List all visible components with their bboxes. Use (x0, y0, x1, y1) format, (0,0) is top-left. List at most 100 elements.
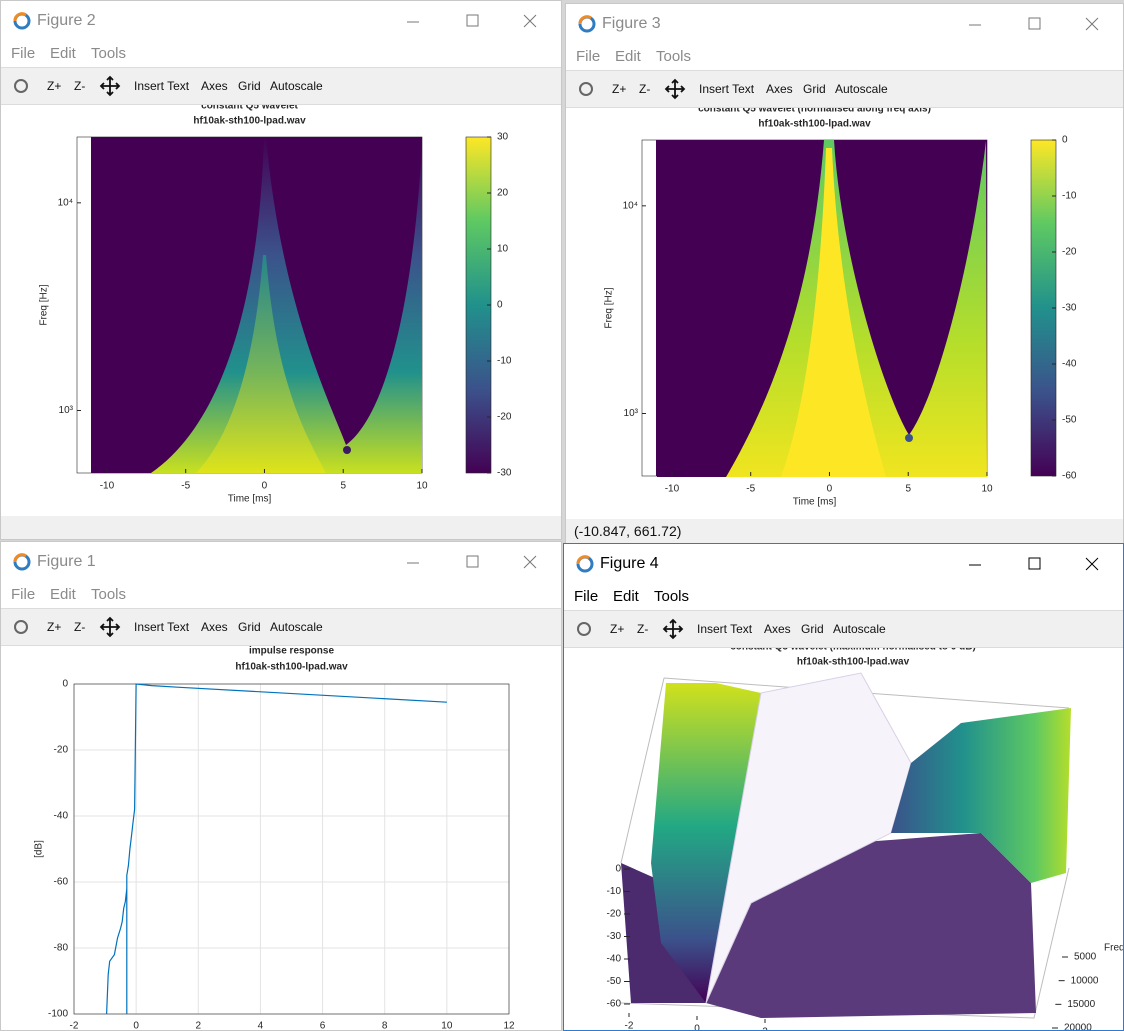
colorbar-tick-label: -50 (1062, 415, 1077, 426)
toolbar-button[interactable]: Insert Text (699, 82, 755, 96)
maximize-button[interactable] (1028, 17, 1041, 30)
pan-button[interactable] (99, 75, 121, 97)
toolbar: Z+ Z- Insert Text Axes Grid Autoscale (1, 608, 561, 646)
axes-box (73, 683, 510, 1015)
x-tick-label: 0 (262, 481, 268, 492)
pan-button[interactable] (99, 616, 121, 638)
menu-item[interactable]: Edit (613, 588, 639, 605)
toolbar-button[interactable]: Grid (238, 620, 261, 634)
menu-item[interactable]: Edit (615, 48, 641, 65)
rotate-button[interactable] (14, 79, 28, 93)
app-icon (576, 555, 594, 573)
y-axis-label: Freq (1104, 943, 1123, 954)
toolbar-button[interactable]: Z+ (47, 79, 62, 93)
plot-title: constant Q5 wavelet (201, 105, 298, 112)
z-tick-label: -60 (607, 999, 622, 1010)
toolbar-button[interactable]: Z- (74, 79, 86, 93)
toolbar-button[interactable]: Z- (74, 620, 86, 634)
close-button[interactable] (523, 14, 537, 28)
plot-subtitle: hf10ak-sth100-lpad.wav (758, 119, 871, 130)
toolbar-button[interactable]: Insert Text (134, 620, 190, 634)
toolbar-button[interactable]: Grid (801, 622, 824, 636)
pan-button[interactable] (662, 618, 684, 640)
figure-canvas[interactable]: impulse response hf10ak-sth100-lpad.wav -2… (1, 646, 561, 1030)
figure-canvas[interactable]: constant Q5 wavelet hf10ak-sth100-lpad.wa… (1, 105, 561, 516)
y-tick-label: 10000 (1071, 975, 1099, 986)
figure-canvas[interactable]: constant Q5 wavelet (normalised along fr… (566, 108, 1123, 519)
menu-item[interactable]: File (574, 588, 599, 605)
app-icon (13, 12, 31, 30)
x-tick-label: 10 (416, 481, 428, 492)
window-controls (407, 14, 537, 28)
window-title: Figure 1 (37, 553, 96, 570)
figure-canvas[interactable]: constant Q5 wavelet (maximum normalised … (564, 648, 1123, 1030)
y-tick-label: 10³ (59, 405, 74, 416)
menu-item[interactable]: File (576, 48, 601, 65)
line-series (106, 683, 447, 1015)
menu-item[interactable]: Edit (50, 586, 76, 603)
plot-title: constant Q5 wavelet (maximum normalised … (730, 648, 976, 653)
colorbar-tick-label: -40 (1062, 359, 1077, 370)
colorbar-tick-label: 0 (1062, 135, 1068, 146)
toolbar-button[interactable]: Insert Text (697, 622, 753, 636)
toolbar-button[interactable]: Z+ (610, 622, 625, 636)
menu-item[interactable]: Tools (656, 48, 692, 65)
close-button[interactable] (523, 555, 537, 569)
title-bar: Figure 4 (564, 544, 1123, 584)
x-tick-label: 12 (503, 1021, 515, 1030)
menu-item[interactable]: File (11, 586, 36, 603)
menu-item[interactable]: Tools (91, 45, 127, 62)
pan-button[interactable] (664, 78, 686, 100)
toolbar-button[interactable]: Insert Text (134, 79, 190, 93)
rotate-button[interactable] (14, 620, 28, 634)
toolbar-button[interactable]: Axes (201, 79, 228, 93)
x-axis-label: Time [ms] (793, 497, 837, 508)
menu-item[interactable]: Edit (50, 45, 76, 62)
x-tick-label: 0 (694, 1024, 700, 1030)
close-button[interactable] (1085, 17, 1099, 31)
toolbar-button[interactable]: Grid (238, 79, 261, 93)
image-notch (905, 434, 913, 442)
close-button[interactable] (1085, 557, 1099, 571)
rotate-button[interactable] (577, 622, 591, 636)
x-tick-label: -5 (181, 481, 190, 492)
menu-bar: File Edit Tools (1, 41, 561, 67)
window-title: Figure 4 (600, 555, 659, 572)
toolbar-button[interactable]: Axes (764, 622, 791, 636)
toolbar-button[interactable]: Grid (803, 82, 826, 96)
menu-item[interactable]: Tools (654, 588, 690, 605)
maximize-button[interactable] (1028, 557, 1041, 570)
status-text: (-10.847, 661.72) (574, 523, 682, 539)
plot-background (1, 646, 561, 1030)
window-controls (969, 17, 1099, 31)
toolbar-button[interactable]: Z- (639, 82, 651, 96)
x-tick-label: -2 (70, 1021, 79, 1030)
toolbar-button[interactable]: Z+ (612, 82, 627, 96)
colorbar-tick-label: -20 (1062, 247, 1077, 258)
toolbar-button[interactable]: Axes (766, 82, 793, 96)
y-tick-label: -60 (54, 877, 69, 888)
maximize-button[interactable] (466, 555, 479, 568)
toolbar-button[interactable]: Autoscale (270, 620, 323, 634)
menu-item[interactable]: Tools (91, 586, 127, 603)
toolbar-button[interactable]: Axes (201, 620, 228, 634)
toolbar-button[interactable]: Autoscale (835, 82, 888, 96)
figure-window: Figure 4 File Edit Tools Z+ Z- Insert Text Axes… (563, 543, 1124, 1031)
menu-item[interactable]: File (11, 45, 36, 62)
image-region (726, 140, 987, 477)
y-tick-label: 10⁴ (623, 200, 638, 211)
toolbar-button[interactable]: Autoscale (833, 622, 886, 636)
toolbar-button[interactable]: Z- (637, 622, 649, 636)
x-tick-label: 5 (905, 484, 911, 495)
maximize-button[interactable] (466, 14, 479, 27)
rotate-button[interactable] (579, 82, 593, 96)
toolbar: Z+ Z- Insert Text Axes Grid Autoscale (564, 610, 1123, 648)
toolbar: Z+ Z- Insert Text Axes Grid Autoscale (566, 70, 1123, 108)
toolbar-button[interactable]: Autoscale (270, 79, 323, 93)
colorbar-tick-label: -20 (497, 412, 512, 423)
toolbar: Z+ Z- Insert Text Axes Grid Autoscale (1, 67, 561, 105)
x-tick-label: 10 (981, 484, 993, 495)
toolbar-button[interactable]: Z+ (47, 620, 62, 634)
image-notch (343, 446, 351, 454)
